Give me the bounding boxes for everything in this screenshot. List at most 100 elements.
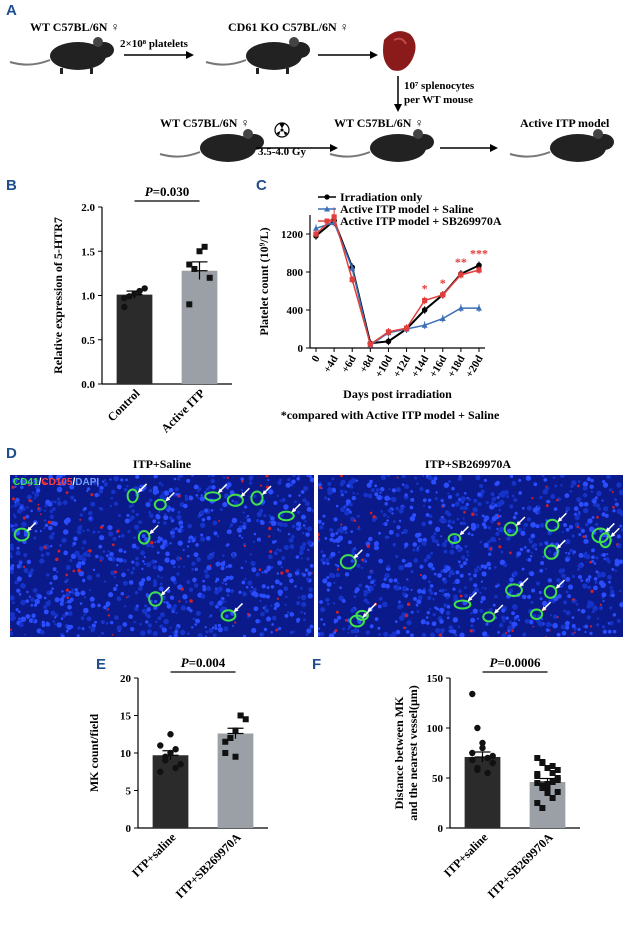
nucleus (378, 558, 383, 564)
nucleus (448, 574, 452, 578)
nucleus (447, 524, 451, 528)
nucleus (297, 596, 301, 599)
nucleus (211, 626, 215, 629)
nucleus (505, 616, 509, 620)
nucleus (511, 604, 518, 610)
nucleus (124, 518, 130, 524)
nucleus (355, 587, 360, 592)
nucleus (208, 628, 214, 634)
nucleus (186, 545, 190, 548)
nucleus (25, 614, 31, 619)
nucleus (46, 573, 50, 577)
nucleus (619, 524, 623, 528)
nucleus (63, 475, 66, 477)
nucleus (367, 536, 373, 542)
nucleus (514, 511, 518, 515)
nucleus (120, 591, 125, 596)
megakaryocyte (137, 530, 151, 545)
nucleus (526, 505, 532, 511)
vessel-signal (532, 625, 535, 628)
nucleus (53, 500, 57, 504)
nucleus (56, 622, 62, 628)
nucleus (530, 551, 533, 554)
nucleus (398, 519, 402, 523)
nucleus (180, 529, 184, 532)
nucleus (229, 490, 235, 495)
nucleus (148, 510, 151, 514)
vessel-signal (441, 505, 444, 508)
nucleus (47, 590, 51, 593)
nucleus (545, 486, 550, 491)
nucleus (388, 578, 393, 583)
nucleus (329, 528, 334, 532)
vessel-signal (275, 628, 279, 632)
arrow-head (233, 607, 239, 613)
nucleus (395, 487, 401, 493)
nucleus (384, 535, 389, 540)
nucleus (180, 605, 187, 611)
nucleus (273, 551, 278, 556)
nucleus (292, 475, 296, 478)
megakaryocyte (204, 491, 222, 502)
nucleus (393, 520, 396, 524)
nucleus (268, 489, 274, 495)
nucleus (211, 485, 216, 490)
nucleus (600, 583, 606, 589)
nucleus (169, 542, 172, 545)
nucleus (457, 476, 463, 481)
nucleus (208, 554, 212, 558)
nucleus (176, 477, 181, 481)
nucleus (375, 546, 380, 550)
nucleus (539, 542, 543, 547)
nucleus (28, 595, 32, 599)
nucleus (410, 588, 413, 591)
nucleus (584, 631, 587, 634)
nucleus (250, 560, 256, 567)
nucleus (428, 588, 433, 593)
nucleus (307, 548, 310, 551)
nucleus (564, 625, 570, 630)
vessel-signal (556, 616, 559, 619)
arrow-head (240, 492, 246, 498)
nucleus (536, 581, 540, 586)
nucleus (609, 606, 613, 610)
nucleus (130, 515, 135, 520)
nucleus (16, 564, 22, 569)
vessel-signal (463, 511, 466, 514)
nucleus (319, 600, 323, 604)
vessel-signal (57, 549, 61, 553)
nucleus (192, 577, 197, 583)
nucleus (261, 593, 267, 599)
nucleus (518, 618, 521, 622)
nucleus (620, 528, 623, 533)
nucleus (33, 497, 37, 500)
nucleus (592, 499, 597, 504)
vessel-signal (22, 516, 26, 520)
nucleus (49, 581, 53, 585)
arrow-head (556, 544, 562, 550)
nucleus (52, 507, 56, 512)
vessel-signal (556, 498, 559, 502)
nucleus (616, 534, 621, 539)
nucleus (578, 511, 581, 514)
nucleus (574, 522, 580, 528)
nucleus (412, 548, 416, 552)
arrow-head (353, 553, 359, 559)
nucleus (609, 586, 613, 590)
final-recipient-label: WT C57BL/6N ♀ (334, 116, 424, 130)
dose-label: 3.5-4.0 Gy (258, 146, 306, 158)
series-line (315, 221, 479, 347)
nucleus (351, 548, 355, 553)
nucleus (499, 499, 505, 506)
nucleus (391, 488, 397, 493)
nucleus (327, 497, 331, 501)
nucleus (146, 562, 152, 568)
vessel-signal (318, 532, 320, 537)
data-point (367, 341, 373, 347)
nucleus (380, 510, 384, 513)
nucleus (401, 585, 408, 592)
nucleus (291, 535, 295, 539)
nucleus (512, 571, 518, 577)
nucleus (96, 484, 100, 488)
nucleus (244, 577, 247, 581)
